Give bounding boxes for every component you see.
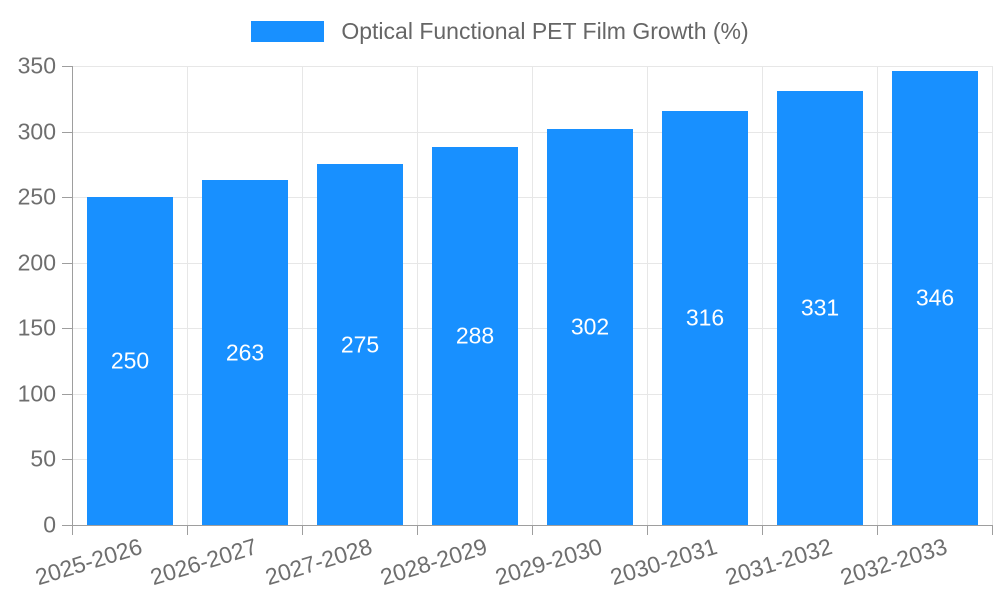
y-tick [62, 328, 72, 329]
x-tick [992, 525, 993, 535]
y-tick [62, 132, 72, 133]
y-tick-label: 250 [17, 183, 56, 210]
y-tick [62, 66, 72, 67]
x-tick [72, 525, 73, 535]
y-tick [62, 263, 72, 264]
y-tick-label: 350 [17, 52, 56, 79]
x-tick-label: 2025-2026 [31, 533, 145, 591]
y-tick [62, 459, 72, 460]
x-tick-label: 2031-2032 [721, 533, 835, 591]
y-tick-label: 100 [17, 380, 56, 407]
v-gridline [532, 66, 533, 525]
x-tick [877, 525, 878, 535]
bar-value-label: 275 [340, 331, 380, 358]
x-tick-label: 2032-2033 [836, 533, 950, 591]
y-tick [62, 394, 72, 395]
y-tick-label: 0 [43, 511, 56, 538]
x-tick-label: 2028-2029 [376, 533, 490, 591]
v-gridline [302, 66, 303, 525]
x-tick [302, 525, 303, 535]
v-gridline [187, 66, 188, 525]
y-tick-label: 200 [17, 249, 56, 276]
y-tick [62, 197, 72, 198]
legend-swatch [251, 21, 325, 42]
v-gridline [762, 66, 763, 525]
x-tick [647, 525, 648, 535]
x-tick-label: 2027-2028 [261, 533, 375, 591]
x-tick [187, 525, 188, 535]
legend-label: Optical Functional PET Film Growth (%) [341, 18, 749, 44]
bar[interactable] [892, 71, 978, 525]
bar-value-label: 302 [570, 313, 610, 340]
v-gridline [992, 66, 993, 525]
x-tick [417, 525, 418, 535]
x-tick-label: 2030-2031 [606, 533, 720, 591]
bar-value-label: 250 [110, 347, 150, 374]
bar-value-label: 316 [685, 304, 725, 331]
bar[interactable] [432, 147, 518, 525]
y-tick [62, 525, 72, 526]
bar-value-label: 346 [915, 284, 955, 311]
x-tick-label: 2029-2030 [491, 533, 605, 591]
x-tick [532, 525, 533, 535]
bar-value-label: 288 [455, 322, 495, 349]
bar[interactable] [202, 180, 288, 525]
x-tick [762, 525, 763, 535]
x-axis-line [72, 525, 992, 526]
v-gridline [647, 66, 648, 525]
bar-value-label: 331 [800, 294, 840, 321]
v-gridline [417, 66, 418, 525]
bar-value-label: 263 [225, 339, 265, 366]
y-tick-label: 50 [30, 445, 56, 472]
bar[interactable] [87, 197, 173, 525]
bar[interactable] [317, 164, 403, 525]
bar[interactable] [662, 111, 748, 525]
x-tick-label: 2026-2027 [146, 533, 260, 591]
bar[interactable] [547, 129, 633, 525]
y-tick-label: 150 [17, 314, 56, 341]
v-gridline [877, 66, 878, 525]
y-axis-line [72, 66, 73, 525]
bar[interactable] [777, 91, 863, 525]
legend[interactable]: Optical Functional PET Film Growth (%) [0, 20, 1000, 43]
y-tick-label: 300 [17, 118, 56, 145]
